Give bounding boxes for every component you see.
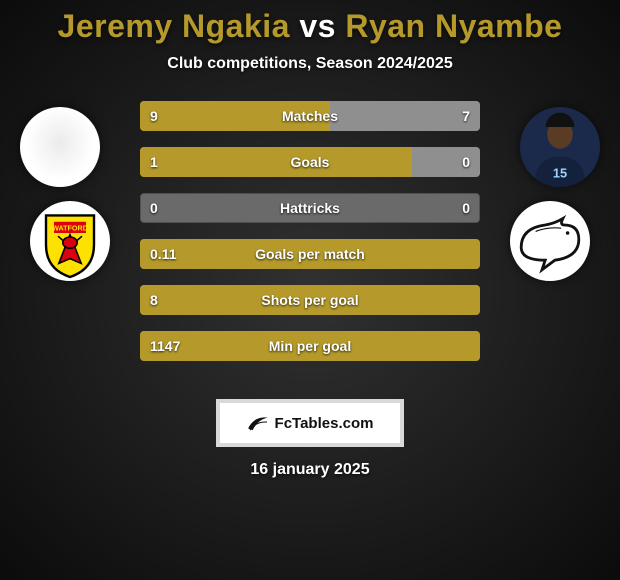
player1-name: Jeremy Ngakia bbox=[58, 8, 290, 44]
player1-club-badge: WATFORD bbox=[30, 201, 110, 281]
comparison-title: Jeremy Ngakia vs Ryan Nyambe bbox=[0, 0, 620, 45]
stat-row: 9Matches7 bbox=[140, 101, 480, 131]
fctables-logo-icon bbox=[247, 414, 269, 432]
stat-label: Matches bbox=[140, 101, 480, 131]
derby-crest-icon bbox=[510, 201, 590, 281]
stat-label: Goals per match bbox=[140, 239, 480, 269]
stat-label: Goals bbox=[140, 147, 480, 177]
stat-value-right: 0 bbox=[462, 147, 470, 177]
stat-row: 1147Min per goal bbox=[140, 331, 480, 361]
player2-name: Ryan Nyambe bbox=[345, 8, 562, 44]
source-badge: FcTables.com bbox=[216, 399, 404, 447]
stat-value-right: 7 bbox=[462, 101, 470, 131]
svg-text:WATFORD: WATFORD bbox=[52, 224, 88, 233]
stat-value-right: 0 bbox=[462, 193, 470, 223]
stat-bars: 9Matches71Goals00Hattricks00.11Goals per… bbox=[140, 101, 480, 361]
stat-label: Shots per goal bbox=[140, 285, 480, 315]
player2-avatar: 15 bbox=[520, 107, 600, 187]
stat-label: Min per goal bbox=[140, 331, 480, 361]
player1-avatar bbox=[20, 107, 100, 187]
stat-row: 0Hattricks0 bbox=[140, 193, 480, 223]
stat-label: Hattricks bbox=[140, 193, 480, 223]
comparison-arena: WATFORD 15 9Matches71Goals bbox=[0, 107, 620, 377]
svg-text:15: 15 bbox=[553, 165, 567, 180]
vs-word: vs bbox=[299, 8, 336, 44]
watford-crest-icon: WATFORD bbox=[30, 201, 110, 281]
source-badge-text: FcTables.com bbox=[275, 415, 374, 432]
player2-club-badge bbox=[510, 201, 590, 281]
stat-row: 0.11Goals per match bbox=[140, 239, 480, 269]
stat-row: 1Goals0 bbox=[140, 147, 480, 177]
date-text: 16 january 2025 bbox=[0, 461, 620, 479]
subtitle: Club competitions, Season 2024/2025 bbox=[0, 55, 620, 73]
stat-row: 8Shots per goal bbox=[140, 285, 480, 315]
player2-photo-icon: 15 bbox=[520, 107, 600, 187]
